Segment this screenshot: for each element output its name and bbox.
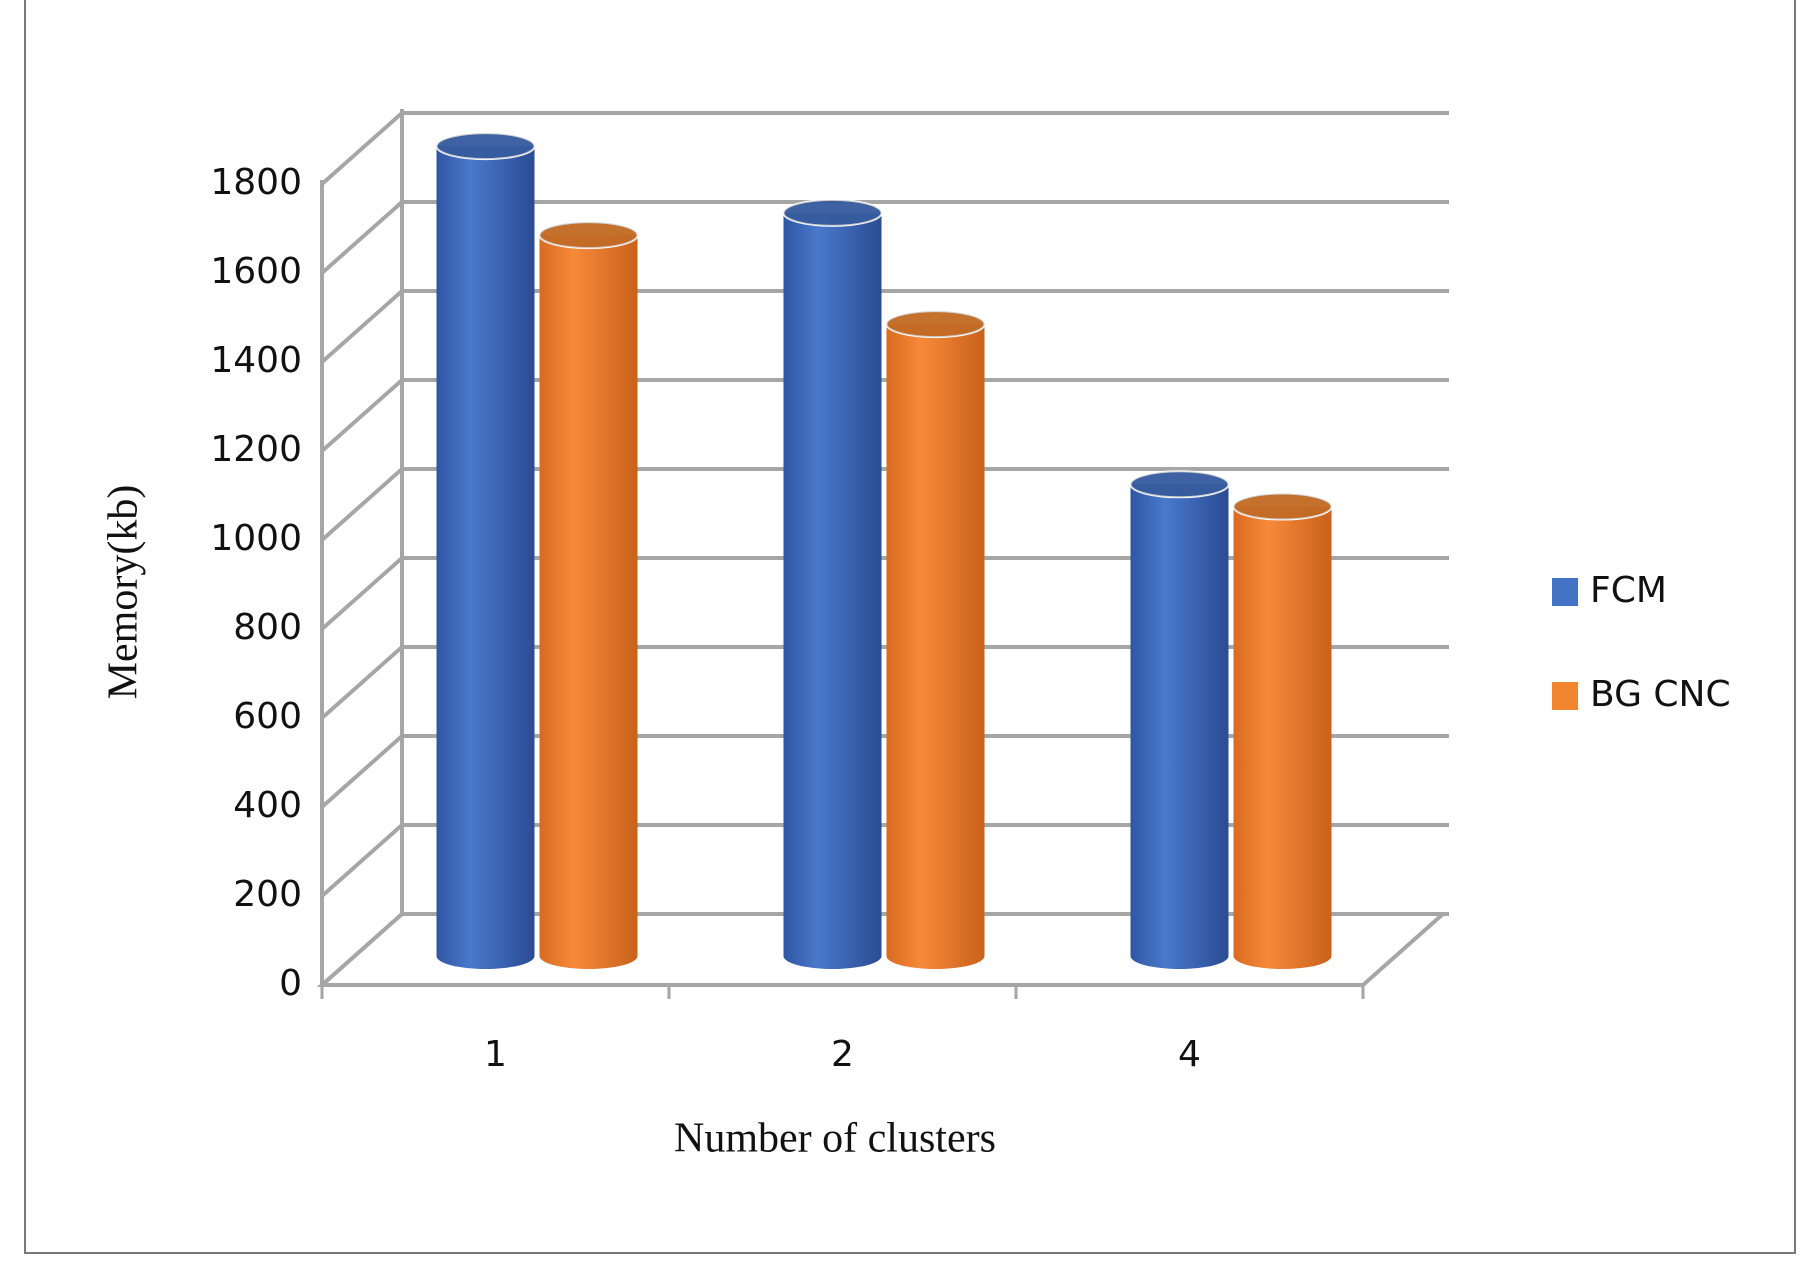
bar-top-shade <box>539 222 638 249</box>
grid-line <box>320 912 1449 987</box>
x-tick-label: 2 <box>831 1034 854 1075</box>
bar-top <box>538 221 639 250</box>
bar-body <box>783 212 882 970</box>
bar-top <box>1129 470 1230 499</box>
y-tick-label: 1000 <box>210 518 302 559</box>
grid-line <box>320 823 1449 898</box>
grid-line <box>320 734 1449 809</box>
y-tick-label: 0 <box>279 963 302 1004</box>
bar-body <box>1233 506 1332 970</box>
x-axis-title: Number of clusters <box>674 1116 996 1162</box>
bar-body <box>436 146 535 970</box>
bar-top-shade <box>436 133 535 160</box>
grid-line <box>320 556 1449 631</box>
legend-swatch <box>1552 682 1578 710</box>
y-tick-label: 800 <box>233 607 302 648</box>
bar-top-shade <box>783 199 882 226</box>
bar <box>885 310 986 970</box>
x-tick-label: 1 <box>484 1034 507 1075</box>
bar <box>1232 492 1333 970</box>
y-tick-label: 1800 <box>210 162 302 203</box>
y-tick-label: 1400 <box>210 340 302 381</box>
grid-line <box>320 200 1449 275</box>
grid-line <box>320 645 1449 720</box>
bar-top-shade <box>1233 493 1332 520</box>
bar-top <box>782 198 883 227</box>
grid-line <box>320 467 1449 542</box>
frame <box>24 0 1796 1254</box>
y-tick-label: 400 <box>233 785 302 826</box>
bar-top <box>885 310 986 339</box>
bar-top-shade <box>886 311 985 338</box>
y-tick-label: 600 <box>233 696 302 737</box>
bar-top <box>435 132 536 161</box>
grid-line <box>320 289 1449 364</box>
bar <box>435 132 536 970</box>
bar-body <box>1130 484 1229 970</box>
y-axis-title: Memory(kb) <box>101 485 147 700</box>
y-tick-label: 200 <box>233 874 302 915</box>
y-tick-label: 1600 <box>210 251 302 292</box>
bar-body <box>539 235 638 969</box>
bar-top-shade <box>1130 471 1229 498</box>
legend-swatch <box>1552 578 1578 606</box>
x-tick-label: 4 <box>1178 1034 1201 1075</box>
y-tick-label: 1200 <box>210 429 302 470</box>
legend-label: BG CNC <box>1590 674 1731 715</box>
grid-line <box>320 111 1449 186</box>
grid-line <box>320 378 1449 453</box>
bar <box>782 198 883 970</box>
bar-body <box>886 324 985 970</box>
bar-top <box>1232 492 1333 521</box>
bar <box>538 221 639 969</box>
legend-label: FCM <box>1590 570 1667 611</box>
bar <box>1129 470 1230 970</box>
